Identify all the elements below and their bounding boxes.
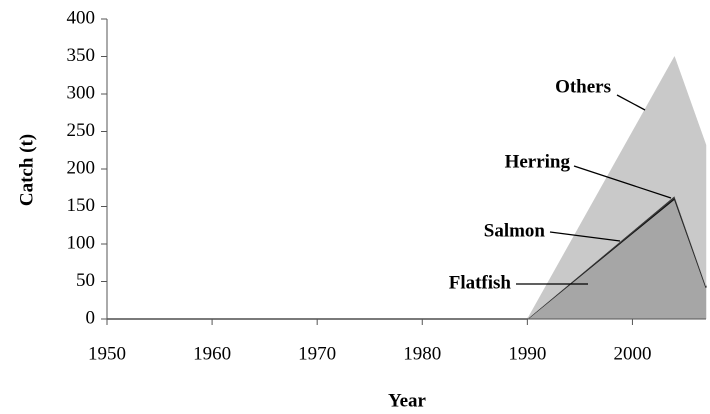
y-tick-label: 250	[67, 120, 96, 141]
x-tick-label: 1970	[298, 343, 336, 364]
area	[107, 55, 707, 320]
y-tick-label: 150	[67, 195, 96, 216]
leader-line	[549, 231, 621, 242]
y-tick-label: 0	[86, 307, 96, 328]
y-tick-label: 350	[67, 45, 96, 66]
series-label: Flatfish	[449, 272, 512, 293]
y-tick-label: 200	[67, 157, 96, 178]
x-tick-label: 1980	[403, 343, 441, 364]
y-tick-label: 50	[76, 270, 95, 291]
y-tick-label: 100	[67, 232, 96, 253]
x-tick-label: 1960	[193, 343, 231, 364]
series-label: Others	[555, 76, 611, 97]
series-label: Herring	[505, 151, 571, 172]
series-label: Salmon	[484, 220, 546, 241]
y-axis-title: Catch (t)	[16, 134, 37, 206]
y-tick-label: 400	[67, 7, 96, 28]
y-tick-label: 300	[67, 82, 96, 103]
x-tick-label: 2000	[613, 343, 651, 364]
x-tick-label: 1990	[508, 343, 546, 364]
leader-line	[573, 165, 672, 199]
x-tick-label: 1950	[88, 343, 126, 364]
leader-line	[616, 94, 646, 111]
x-axis-title: Year	[388, 390, 427, 411]
